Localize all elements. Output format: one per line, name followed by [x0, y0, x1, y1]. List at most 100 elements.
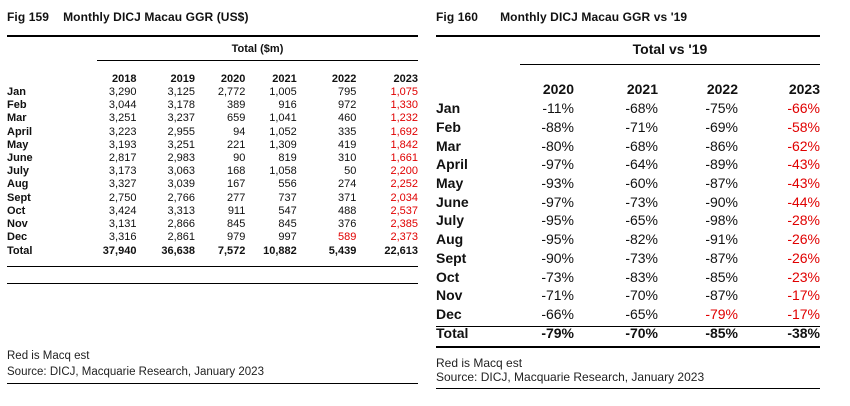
value-cell: 1,005: [269, 86, 297, 99]
value-cell: 911: [227, 204, 246, 217]
estimate-value-cell: 1,842: [390, 138, 418, 151]
value-cell: 3,327: [108, 178, 137, 191]
value-cell: 3,290: [108, 86, 137, 99]
estimate-value-cell: -44%: [787, 193, 820, 210]
header-cell-2023: 2023: [788, 81, 820, 97]
value-cell: -11%: [542, 100, 574, 117]
value-cell: 2,861: [167, 231, 196, 244]
table-row: Sept -90% -73% -87% -26%: [436, 249, 820, 268]
fig159-source-rule: [7, 383, 418, 384]
header-row: 2018 2019 2020 2021 2022 2023: [7, 72, 418, 86]
value-cell: 819: [278, 152, 297, 165]
row-label: July: [7, 165, 30, 178]
value-cell: -89%: [705, 156, 738, 173]
table-row: Sept 2,750 2,766 277 737 371 2,034: [7, 192, 418, 205]
table-row: April 3,223 2,955 94 1,052 335 1,692: [7, 126, 418, 139]
value-cell: -68%: [625, 100, 658, 117]
value-cell: 389: [227, 99, 246, 112]
value-cell: 1,058: [269, 165, 297, 178]
header-cell-blank: [436, 79, 506, 99]
row-label: Feb: [436, 119, 461, 136]
value-cell: 556: [278, 178, 297, 191]
table-row: Oct 3,424 3,313 911 547 488 2,537: [7, 205, 418, 218]
value-cell: -90%: [705, 193, 738, 210]
value-cell: 3,173: [108, 165, 137, 178]
header-cell-2019: 2019: [170, 73, 196, 85]
header-cell-2023: 2023: [393, 73, 418, 85]
header-cell-2022: 2022: [331, 73, 357, 85]
value-cell: 90: [233, 152, 246, 165]
fig159-table: 2018 2019 2020 2021 2022 2023 Jan 3,290 3,125 2,…: [7, 72, 418, 258]
value-cell: -93%: [541, 175, 574, 192]
header-row: 2020 2021 2022 2023: [436, 79, 820, 99]
header-cell-2020: 2020: [542, 81, 574, 97]
value-cell: 3,251: [167, 138, 196, 151]
value-cell: -83%: [625, 268, 658, 285]
value-cell: 376: [337, 217, 357, 230]
value-cell: -71%: [541, 287, 574, 304]
table-row: Mar -80% -68% -86% -62%: [436, 136, 820, 155]
value-cell: 3,237: [167, 112, 196, 125]
total-value-cell: 37,940: [102, 244, 137, 257]
fig159-name: Monthly DICJ Macau GGR (US$): [63, 10, 249, 24]
value-cell: 310: [337, 152, 357, 165]
row-label: Sept: [7, 191, 31, 204]
value-cell: 1,052: [269, 125, 297, 138]
row-label: June: [7, 152, 33, 165]
value-cell: -69%: [705, 119, 738, 136]
fig159-total-rule: [7, 266, 418, 267]
value-cell: -66%: [541, 305, 574, 322]
table-row: Nov 3,131 2,866 845 845 376 2,385: [7, 218, 418, 231]
row-label: June: [436, 193, 469, 210]
table-row: May -93% -60% -87% -43%: [436, 174, 820, 193]
row-label: Oct: [436, 268, 460, 285]
table-row: Dec 3,316 2,861 979 997 589 2,373: [7, 231, 418, 244]
value-cell: 845: [227, 217, 246, 230]
fig159-group-header: Total ($m): [231, 43, 284, 55]
row-label: July: [436, 212, 465, 229]
fig159-bottom-rule: [7, 283, 418, 284]
value-cell: 2,866: [167, 217, 196, 230]
value-cell: -87%: [705, 287, 738, 304]
value-cell: 795: [337, 86, 357, 99]
value-cell: 94: [233, 125, 246, 138]
fig160-source-rule: [436, 388, 820, 389]
value-cell: -91%: [705, 231, 738, 248]
fig160-group-rule: [520, 64, 820, 65]
estimate-value-cell: 2,373: [390, 231, 418, 244]
table-row: July -95% -65% -98% -28%: [436, 211, 820, 230]
table-row: July 3,173 3,063 168 1,058 50 2,200: [7, 165, 418, 178]
estimate-value-cell: -26%: [787, 249, 820, 266]
value-cell: -65%: [625, 212, 658, 229]
row-label: Mar: [7, 112, 27, 125]
row-label: Aug: [436, 231, 464, 248]
value-cell: 3,316: [108, 231, 137, 244]
row-label: Mar: [436, 137, 461, 154]
table-row: Aug 3,327 3,039 167 556 274 2,252: [7, 178, 418, 191]
fig160-table: 2020 2021 2022 2023 Jan -11% -68% -75% -66% Feb -…: [436, 79, 820, 343]
total-value-cell: 36,638: [161, 244, 196, 257]
total-value-cell: -70%: [625, 325, 658, 342]
value-cell: 3,131: [108, 217, 137, 230]
value-cell: 3,251: [108, 112, 137, 125]
estimate-value-cell: -43%: [787, 175, 820, 192]
fig160-total-rule: [436, 326, 820, 327]
header-cell-2022: 2022: [706, 81, 738, 97]
total-value-cell: -79%: [541, 325, 574, 342]
row-label: May: [436, 175, 464, 192]
value-cell: 274: [337, 178, 357, 191]
value-cell: 845: [278, 217, 297, 230]
estimate-value-cell: 1,075: [390, 86, 418, 99]
value-cell: 221: [227, 138, 246, 151]
value-cell: 1,309: [269, 138, 297, 151]
fig159-title-rule: [7, 35, 418, 37]
value-cell: -73%: [625, 249, 658, 266]
value-cell: 460: [337, 112, 357, 125]
row-label: Dec: [7, 231, 28, 244]
row-label: Sept: [436, 249, 467, 266]
total-value-cell: 7,572: [217, 244, 246, 257]
value-cell: 277: [227, 191, 246, 204]
value-cell: 3,313: [167, 204, 196, 217]
value-cell: 50: [344, 165, 357, 178]
value-cell: 547: [278, 204, 297, 217]
